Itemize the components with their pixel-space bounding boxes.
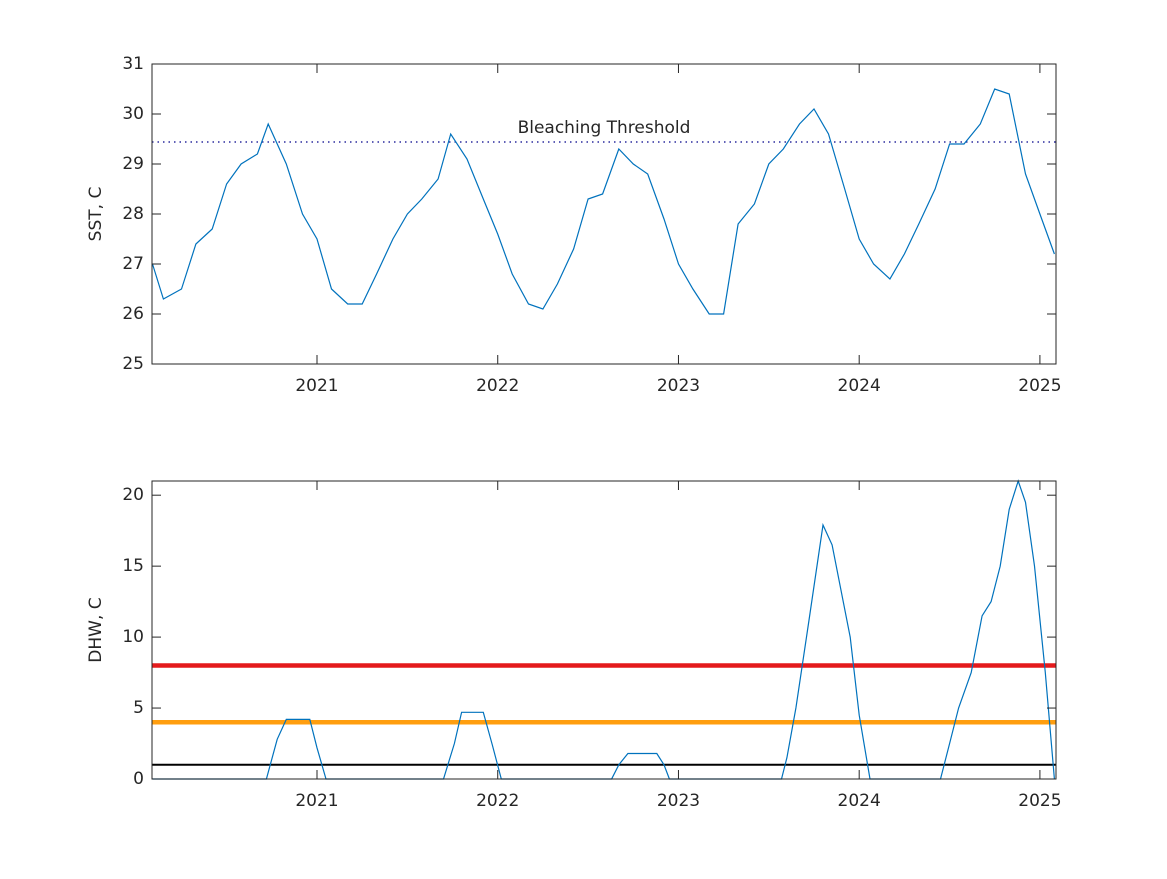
y-tick-label: 29 bbox=[122, 154, 144, 174]
axes-background bbox=[152, 64, 1056, 364]
y-tick-label: 28 bbox=[122, 204, 144, 224]
x-tick-label: 2021 bbox=[295, 376, 338, 396]
y-axis-label: SST, C bbox=[86, 187, 106, 242]
y-tick-label: 5 bbox=[133, 698, 144, 718]
data-line bbox=[151, 88, 1055, 315]
y-tick-label: 30 bbox=[122, 104, 144, 124]
x-tick-label: 2023 bbox=[657, 376, 700, 396]
axes-box bbox=[151, 480, 1057, 780]
y-tick-label: 20 bbox=[122, 485, 144, 505]
y-tick-label: 10 bbox=[122, 627, 144, 647]
y-tick-label: 26 bbox=[122, 304, 144, 324]
annotation: Bleaching Threshold bbox=[518, 118, 691, 138]
y-tick-label: 15 bbox=[122, 556, 144, 576]
x-tick-label: 2025 bbox=[1018, 376, 1061, 396]
x-tick-label: 2022 bbox=[476, 376, 519, 396]
x-tick-label: 2024 bbox=[838, 376, 881, 396]
y-tick-label: 31 bbox=[122, 54, 144, 74]
x-tick-label: 2021 bbox=[295, 791, 338, 811]
x-tick-label: 2024 bbox=[838, 791, 881, 811]
y-tick-label: 25 bbox=[122, 354, 144, 374]
y-tick-label: 0 bbox=[133, 769, 144, 789]
x-tick-label: 2023 bbox=[657, 791, 700, 811]
x-tick-label: 2025 bbox=[1018, 791, 1061, 811]
y-tick-label: 27 bbox=[122, 254, 144, 274]
x-tick-label: 2022 bbox=[476, 791, 519, 811]
y-axis-label: DHW, C bbox=[86, 597, 106, 662]
axes-background bbox=[152, 481, 1056, 779]
